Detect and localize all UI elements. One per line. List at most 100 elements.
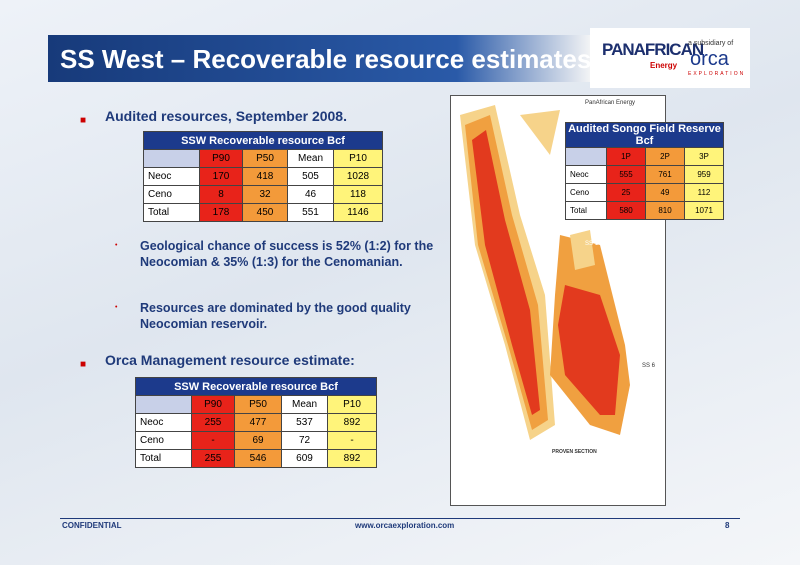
table-cell: 892 bbox=[327, 413, 377, 432]
header-row: P90 P50 Mean P10 bbox=[143, 149, 383, 168]
logo-sub: Energy bbox=[650, 61, 678, 70]
row-label: Total bbox=[135, 449, 192, 468]
bullet: ■ bbox=[80, 359, 87, 370]
map-zone bbox=[520, 110, 560, 155]
column-header: Mean bbox=[287, 149, 334, 168]
table-cell: 72 bbox=[281, 431, 328, 450]
table-cell: 546 bbox=[234, 449, 282, 468]
map-zone bbox=[570, 230, 595, 270]
footer-rule bbox=[60, 518, 740, 519]
table-cell: 170 bbox=[199, 167, 243, 186]
table-cell: 118 bbox=[333, 185, 383, 204]
table-cell: 551 bbox=[287, 203, 334, 222]
sub-bullet: Resources are dominated by the good qual… bbox=[140, 301, 411, 331]
table-title: SSW Recoverable resource Bcf bbox=[143, 131, 383, 150]
table-cell: 761 bbox=[645, 165, 685, 184]
column-header: 3P bbox=[684, 147, 724, 166]
title-row: Audited Songo Field Reserve Bcf bbox=[565, 122, 724, 148]
table-cell: - bbox=[191, 431, 235, 450]
row-label: Total bbox=[143, 203, 200, 222]
table-cell: 1071 bbox=[684, 201, 724, 220]
footer-left: CONFIDENTIAL bbox=[62, 521, 122, 530]
table-cell: 178 bbox=[199, 203, 243, 222]
header-blank bbox=[135, 395, 192, 414]
table: Audited Songo Field Reserve Bcf 1P 2P 3P Neo… bbox=[565, 122, 724, 220]
column-header: P10 bbox=[327, 395, 377, 414]
table-cell: 1028 bbox=[333, 167, 383, 186]
logo-tag: a subsidiary of bbox=[688, 40, 734, 47]
bullet-text: Audited resources, September 2008. bbox=[105, 108, 347, 124]
table-cell: 8 bbox=[199, 185, 243, 204]
map-zone bbox=[558, 285, 620, 415]
table-cell: 580 bbox=[606, 201, 646, 220]
title-row: SSW Recoverable resource Bcf bbox=[135, 377, 377, 396]
row-label: Neoc bbox=[135, 413, 192, 432]
header-row: 1P 2P 3P bbox=[565, 147, 724, 166]
table-row: Ceno -69 72- bbox=[135, 431, 377, 450]
header-row: P90 P50 Mean P10 bbox=[135, 395, 377, 414]
map-label: SS 1 bbox=[585, 241, 599, 247]
column-header: P90 bbox=[191, 395, 235, 414]
row-label: Ceno bbox=[565, 183, 607, 202]
table-cell: 112 bbox=[684, 183, 724, 202]
column-header: 1P bbox=[606, 147, 646, 166]
row-label: Ceno bbox=[135, 431, 192, 450]
table-cell: 1146 bbox=[333, 203, 383, 222]
table-row: Total 255 546 609 892 bbox=[135, 449, 377, 468]
table-cell: 959 bbox=[684, 165, 724, 184]
table-cell: 255 bbox=[191, 413, 235, 432]
table-cell: 537 bbox=[281, 413, 328, 432]
header-blank bbox=[565, 147, 607, 166]
table-cell: 69 bbox=[234, 431, 282, 450]
table-cell: - bbox=[327, 431, 377, 450]
bullet: • bbox=[115, 304, 118, 311]
table-cell: 810 bbox=[645, 201, 685, 220]
table-cell: 505 bbox=[287, 167, 334, 186]
table-cell: 418 bbox=[242, 167, 288, 186]
header-blank bbox=[143, 149, 200, 168]
map: PanAfrican Energy SS 1 SS 6 PROVEN SECTI… bbox=[450, 95, 666, 506]
column-header: 2P bbox=[645, 147, 685, 166]
table-row: Total 178 450 551 1146 bbox=[143, 203, 383, 222]
table-row: Neoc 555 761 959 bbox=[565, 165, 724, 184]
table: SSW Recoverable resource Bcf P90 P50 Mean P1… bbox=[143, 131, 383, 222]
title-bar bbox=[48, 35, 593, 82]
table-title: SSW Recoverable resource Bcf bbox=[135, 377, 377, 396]
table-cell: 609 bbox=[281, 449, 328, 468]
column-header: P10 bbox=[333, 149, 383, 168]
table-cell: 255 bbox=[191, 449, 235, 468]
table-cell: 892 bbox=[327, 449, 377, 468]
logo-parent: orca bbox=[690, 48, 729, 70]
table-row: Ceno 25 49 112 bbox=[565, 183, 724, 202]
bullet: • bbox=[115, 242, 118, 249]
map-label: PROVEN SECTION bbox=[552, 449, 597, 455]
logo-brand: PANAFRICAN bbox=[602, 40, 704, 59]
page-number: 8 bbox=[725, 521, 730, 530]
slide-title: SS West – Recoverable resource estimates bbox=[60, 44, 592, 74]
column-header: P90 bbox=[199, 149, 243, 168]
table-cell: 49 bbox=[645, 183, 685, 202]
table-row: Ceno 8 32 46 118 bbox=[143, 185, 383, 204]
table-cell: 477 bbox=[234, 413, 282, 432]
row-label: Total bbox=[565, 201, 607, 220]
table-title: Audited Songo Field Reserve Bcf bbox=[565, 122, 724, 148]
row-label: Neoc bbox=[565, 165, 607, 184]
sub-bullet: Geological chance of success is 52% (1:2… bbox=[140, 239, 434, 269]
column-header: P50 bbox=[234, 395, 282, 414]
bullet: ■ bbox=[80, 115, 87, 126]
row-label: Neoc bbox=[143, 167, 200, 186]
table-row: Total 580 810 1071 bbox=[565, 201, 724, 220]
title-row: SSW Recoverable resource Bcf bbox=[143, 131, 383, 150]
table-cell: 25 bbox=[606, 183, 646, 202]
table-row: Neoc 255 477 537 892 bbox=[135, 413, 377, 432]
column-header: P50 bbox=[242, 149, 288, 168]
row-label: Ceno bbox=[143, 185, 200, 204]
map-title: PanAfrican Energy bbox=[585, 100, 635, 106]
bullet-text: Orca Management resource estimate: bbox=[105, 352, 355, 368]
map-zone bbox=[472, 130, 540, 415]
table-row: Neoc 170 418 505 1028 bbox=[143, 167, 383, 186]
table-cell: 32 bbox=[242, 185, 288, 204]
footer-center: www.orcaexploration.com bbox=[355, 521, 455, 530]
logo-parent-sub: EXPLORATION bbox=[688, 71, 746, 77]
